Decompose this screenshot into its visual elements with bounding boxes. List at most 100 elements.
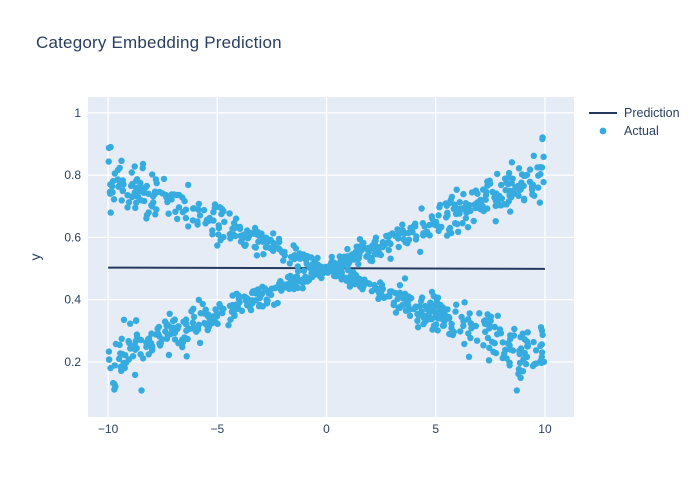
data-point — [263, 234, 270, 241]
data-point — [131, 163, 138, 170]
chart-title: Category Embedding Prediction — [36, 33, 282, 52]
data-point — [492, 197, 499, 204]
data-point — [149, 345, 156, 352]
data-point — [438, 223, 445, 231]
data-point — [436, 204, 443, 211]
data-point — [480, 342, 487, 349]
data-point — [127, 345, 134, 352]
data-point — [131, 371, 139, 379]
data-point — [117, 350, 124, 357]
data-point — [432, 313, 439, 321]
data-point — [110, 196, 118, 203]
data-point — [385, 238, 392, 246]
data-point — [536, 199, 544, 206]
data-point — [251, 243, 258, 251]
data-point — [535, 184, 542, 191]
data-point — [486, 325, 493, 332]
data-point — [508, 194, 515, 201]
data-point — [138, 387, 145, 394]
data-point — [214, 242, 221, 249]
data-point — [396, 282, 404, 289]
data-point — [190, 313, 198, 321]
data-point — [515, 192, 522, 199]
data-point — [346, 283, 354, 290]
data-point — [400, 236, 407, 243]
data-point — [287, 253, 295, 261]
data-point — [294, 268, 302, 275]
data-point — [308, 254, 315, 261]
data-point — [539, 331, 546, 339]
data-point — [212, 306, 219, 313]
data-point — [119, 177, 127, 184]
data-point — [189, 325, 197, 332]
data-point — [441, 318, 448, 325]
data-point — [119, 187, 127, 194]
data-point — [446, 330, 453, 338]
data-point — [154, 325, 161, 332]
data-point — [255, 303, 263, 310]
data-point — [105, 158, 112, 165]
data-point — [215, 224, 223, 232]
data-point — [107, 181, 114, 188]
data-point — [303, 274, 311, 282]
data-point — [491, 323, 498, 331]
data-point — [232, 215, 240, 222]
data-point — [540, 153, 547, 160]
data-point — [166, 195, 173, 202]
data-point — [109, 189, 116, 196]
data-point — [457, 328, 464, 335]
prediction-line-sample-icon — [589, 112, 617, 114]
data-point — [140, 189, 148, 196]
data-point — [531, 361, 538, 368]
data-point — [491, 340, 498, 347]
data-point — [414, 324, 422, 331]
data-point — [507, 208, 514, 215]
data-point — [481, 195, 489, 203]
data-point — [399, 221, 406, 228]
data-point — [242, 241, 249, 248]
data-point — [497, 202, 505, 209]
data-point — [418, 205, 425, 212]
data-point — [395, 304, 402, 311]
data-point — [149, 193, 157, 200]
data-point — [225, 322, 232, 329]
data-point — [132, 346, 139, 353]
data-point — [328, 253, 335, 261]
data-point — [215, 231, 222, 238]
data-point — [439, 306, 447, 313]
data-point — [414, 317, 421, 324]
data-point — [226, 210, 233, 217]
data-point — [253, 252, 261, 259]
data-point — [516, 350, 523, 358]
y-tick-label: 0.8 — [64, 168, 81, 182]
data-point — [160, 175, 168, 183]
data-point — [501, 350, 508, 357]
legend-item-actual[interactable]: Actual — [588, 122, 680, 140]
data-point — [233, 290, 240, 297]
data-point — [227, 235, 234, 242]
data-point — [118, 197, 125, 204]
x-tick-label: −5 — [210, 422, 224, 436]
data-point — [316, 269, 324, 277]
actual-marker-sample-icon — [599, 127, 607, 135]
data-point — [153, 179, 160, 187]
data-point — [489, 188, 496, 196]
data-point — [443, 202, 450, 209]
data-point — [183, 353, 190, 360]
data-point — [464, 316, 472, 323]
data-point — [161, 318, 169, 325]
data-point — [166, 310, 173, 317]
data-point — [505, 169, 513, 177]
data-point — [412, 223, 419, 230]
data-point — [182, 206, 190, 213]
data-point — [183, 327, 190, 334]
data-point — [244, 234, 252, 242]
data-point — [300, 267, 308, 275]
legend-item-prediction[interactable]: Prediction — [588, 104, 680, 122]
data-point — [494, 170, 501, 178]
data-point — [473, 337, 481, 344]
data-point — [196, 339, 204, 347]
data-point — [195, 206, 202, 213]
data-point — [179, 343, 186, 351]
